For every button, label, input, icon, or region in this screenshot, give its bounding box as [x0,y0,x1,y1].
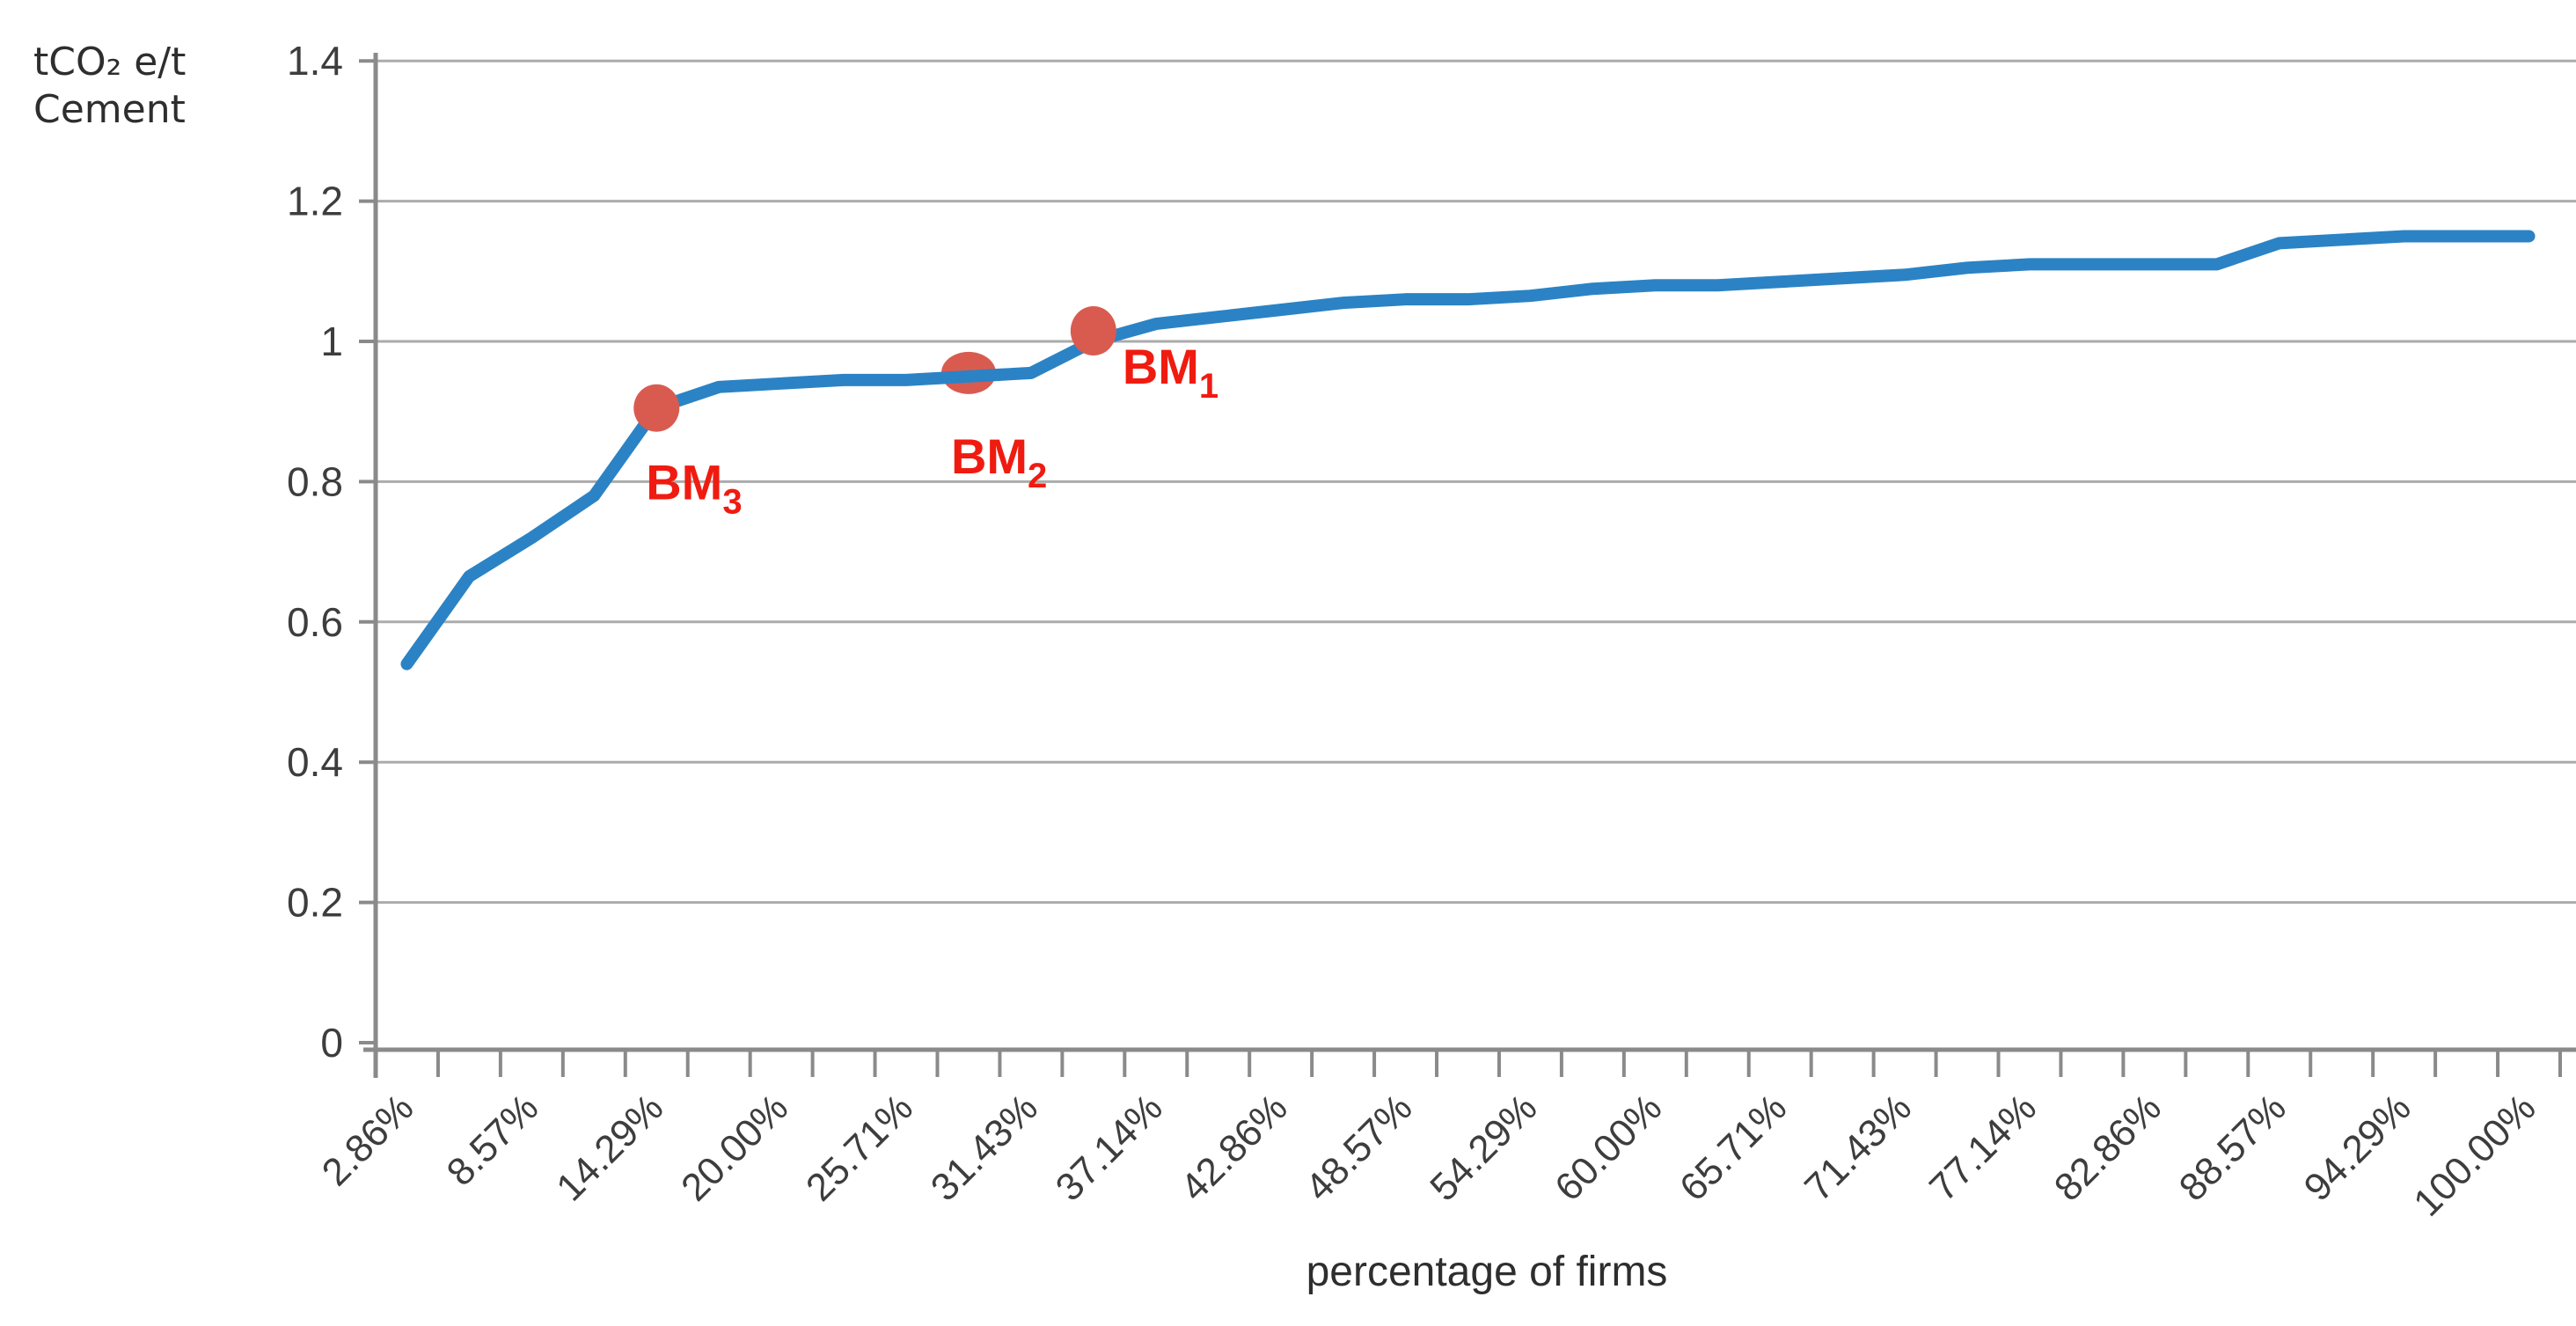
x-axis-title: percentage of firms [1306,1249,1668,1295]
x-tick-label: 100.00% [2405,1086,2543,1224]
x-tick-label: 42.86% [1173,1086,1296,1209]
x-tick-label: 8.57% [439,1086,547,1194]
benchmark-label-1: BM1 [1123,339,1218,406]
x-tick-label: 82.86% [2046,1086,2170,1209]
benchmark-label-3: BM3 [646,455,742,522]
x-tick-label: 88.57% [2171,1086,2294,1209]
x-tick-label: 31.43% [923,1086,1046,1209]
benchmark-marker-1 [1070,306,1116,356]
y-tick-label: 1.4 [287,38,343,84]
y-tick-label: 0 [320,1020,343,1066]
data-line-emissions-intensity-per-firm-percentile [400,230,2536,670]
y-axis-title: tCO₂ e/t Cement [33,39,186,134]
y-tick-label: 0.8 [287,458,343,504]
y-axis-title-line1: tCO₂ e/t [33,40,187,84]
y-tick-label: 0.4 [287,739,343,785]
x-tick-label: 94.29% [2296,1086,2419,1209]
benchmark-marker-3 [633,384,680,432]
y-tick-label: 1 [320,319,343,364]
x-tick-label: 2.86% [314,1086,422,1194]
x-tick-label: 65.71% [1672,1086,1795,1209]
y-tick-label: 0.6 [287,599,343,645]
x-tick-label: 77.14% [1921,1086,2045,1209]
x-tick-label: 20.00% [673,1086,796,1209]
x-tick-label: 60.00% [1547,1086,1670,1209]
x-tick-label: 25.71% [798,1086,921,1209]
y-tick-label: 1.2 [287,179,343,224]
x-tick-label: 14.29% [548,1086,671,1209]
x-tick-label: 54.29% [1422,1086,1545,1209]
x-tick-label: 48.57% [1297,1086,1420,1209]
benchmark-label-2: BM2 [951,429,1047,495]
x-tick-label: 37.14% [1048,1086,1171,1209]
x-tick-label: 71.43% [1797,1086,1920,1209]
y-tick-label: 0.2 [287,880,343,926]
y-axis-title-line2: Cement [33,87,186,132]
